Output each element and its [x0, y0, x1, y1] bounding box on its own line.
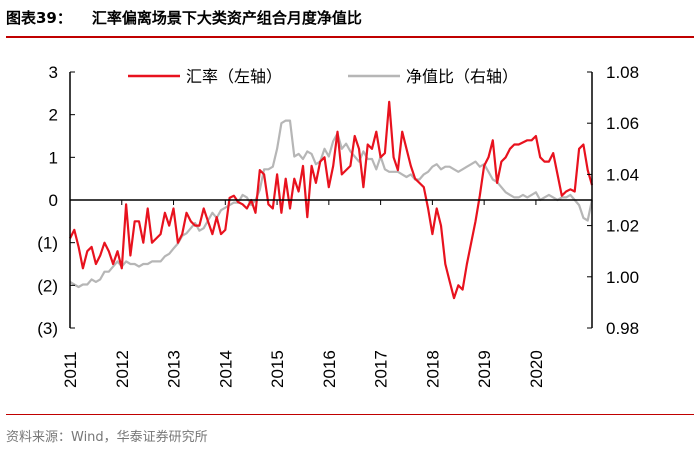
legend-fx-label: 汇率（左轴）	[186, 68, 282, 86]
x-tick-label: 2011	[61, 351, 80, 388]
chart-area: 3 2 1 0 (1) (2) (3) 1.08 1.06 1.04 1.02 1.00 0.98 201…	[37, 63, 639, 388]
left-tick-label: 0	[49, 191, 58, 210]
x-tick-label: 2017	[372, 350, 391, 388]
x-tick-label: 2016	[320, 350, 339, 388]
fx-series-line	[69, 100, 594, 300]
left-tick-label: 1	[49, 148, 58, 167]
x-tick-label: 2020	[527, 350, 546, 388]
chart-title-text: 汇率偏离场景下大类资产组合月度净值比	[91, 9, 362, 27]
left-tick-label: 3	[49, 63, 58, 82]
nav-series-line	[69, 119, 594, 289]
x-tick-label: 2014	[216, 350, 235, 388]
right-tick-label: 0.98	[606, 319, 639, 338]
left-tick-label: (1)	[37, 234, 58, 253]
title-rule	[6, 36, 694, 38]
right-tick-label: 1.02	[606, 217, 639, 236]
x-tick-label: 2012	[113, 350, 132, 388]
right-tick-label: 1.04	[606, 165, 639, 184]
x-tick-label: 2015	[268, 350, 287, 388]
chart-number: 图表39：	[6, 9, 72, 27]
x-tick-label: 2019	[475, 350, 494, 388]
left-tick-label: (3)	[37, 319, 58, 338]
right-tick-label: 1.08	[606, 63, 639, 82]
chart-title: 图表39： 汇率偏离场景下大类资产组合月度净值比	[6, 7, 362, 28]
left-tick-label: 2	[49, 106, 58, 125]
source-note: 资料来源：Wind，华泰证券研究所	[6, 430, 208, 445]
right-tick-label: 1.00	[606, 268, 639, 287]
legend: 汇率（左轴） 净值比（右轴）	[128, 68, 518, 86]
right-tick-label: 1.06	[606, 114, 639, 133]
x-tick-label: 2018	[423, 350, 442, 388]
left-tick-label: (2)	[37, 276, 58, 295]
source-rule	[6, 414, 694, 415]
x-tick-label: 2013	[165, 350, 184, 388]
legend-nav-label: 净值比（右轴）	[406, 68, 518, 86]
